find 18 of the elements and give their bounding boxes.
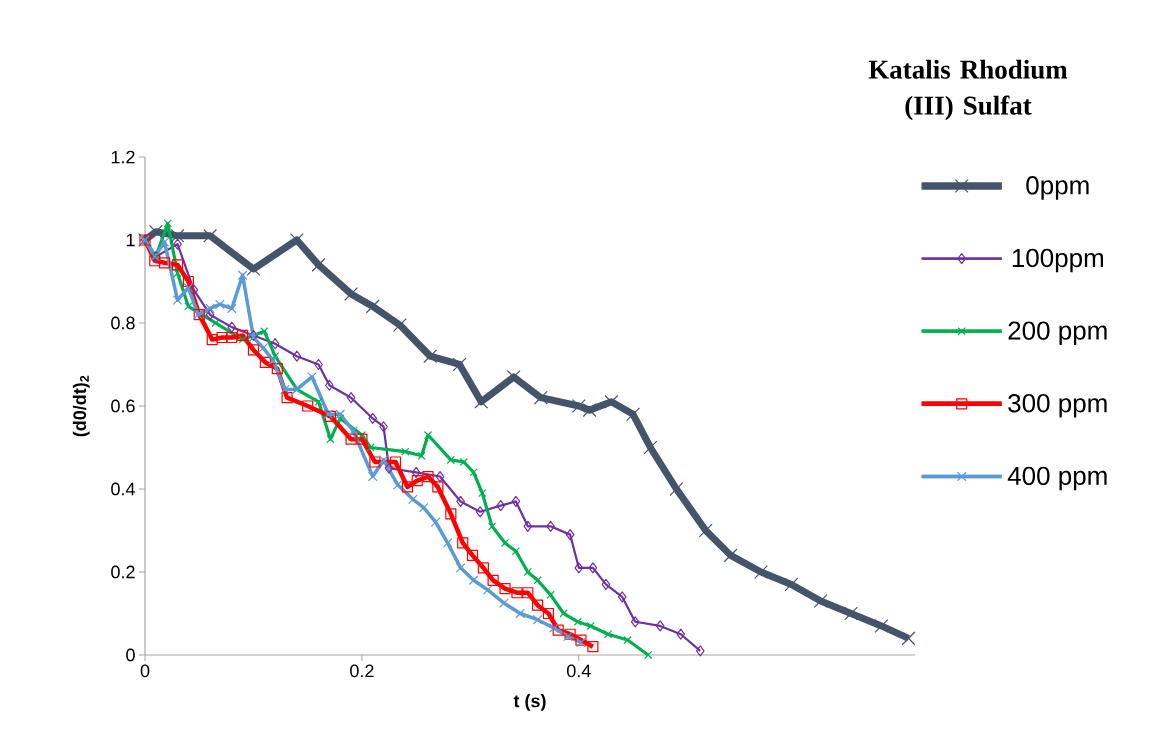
- legend-label: 200 ppm: [1008, 321, 1107, 345]
- y-tick-label: 1.2: [111, 150, 135, 164]
- x-axis-title: t (s): [513, 694, 546, 711]
- legend-label: 0ppm: [1026, 176, 1089, 200]
- legend-label: 100ppm: [1012, 248, 1104, 273]
- y-tick-label: 0.6: [111, 399, 135, 413]
- y-tick-label: 0.8: [111, 316, 135, 330]
- chart-title: Katalis Rhodium (III) Sulfat: [868, 59, 1068, 121]
- legend-label: 300 ppm: [1008, 394, 1107, 418]
- x-tick-label: 0: [140, 664, 150, 678]
- x-tick-label: 0.2: [350, 664, 374, 678]
- legend-label: 400 ppm: [1007, 466, 1107, 491]
- y-tick-label: 0.2: [111, 565, 135, 579]
- y-tick-label: 1: [126, 233, 135, 247]
- y-axis-title: (d0/dt)$_{2}$: [72, 375, 90, 437]
- x-tick-label: 0.4: [567, 664, 591, 678]
- y-tick-label: 0.4: [111, 482, 135, 496]
- y-tick-label: 0: [126, 648, 135, 662]
